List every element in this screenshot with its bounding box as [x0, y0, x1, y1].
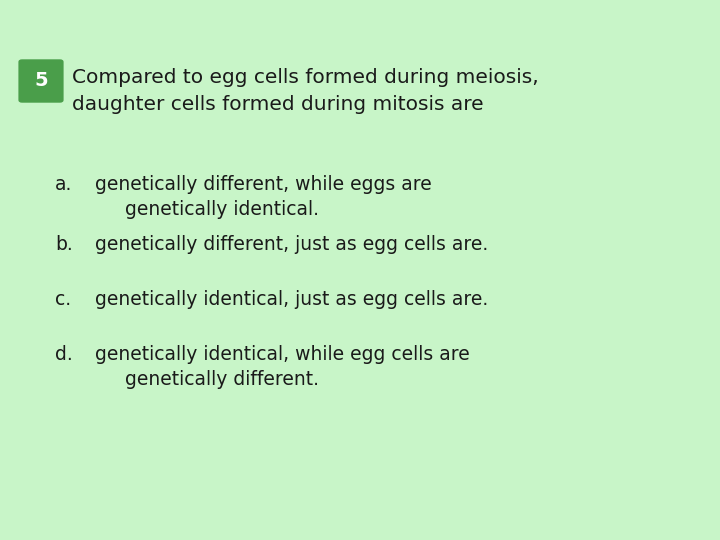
FancyBboxPatch shape [19, 59, 63, 103]
Text: Compared to egg cells formed during meiosis,
daughter cells formed during mitosi: Compared to egg cells formed during meio… [72, 68, 539, 113]
Text: genetically identical, while egg cells are
     genetically different.: genetically identical, while egg cells a… [95, 345, 469, 389]
Text: genetically different, just as egg cells are.: genetically different, just as egg cells… [95, 235, 488, 254]
Text: b.: b. [55, 235, 73, 254]
Text: a.: a. [55, 175, 73, 194]
Text: 5: 5 [34, 71, 48, 91]
Text: genetically different, while eggs are
     genetically identical.: genetically different, while eggs are ge… [95, 175, 432, 219]
Text: d.: d. [55, 345, 73, 364]
Text: c.: c. [55, 290, 71, 309]
Text: genetically identical, just as egg cells are.: genetically identical, just as egg cells… [95, 290, 488, 309]
